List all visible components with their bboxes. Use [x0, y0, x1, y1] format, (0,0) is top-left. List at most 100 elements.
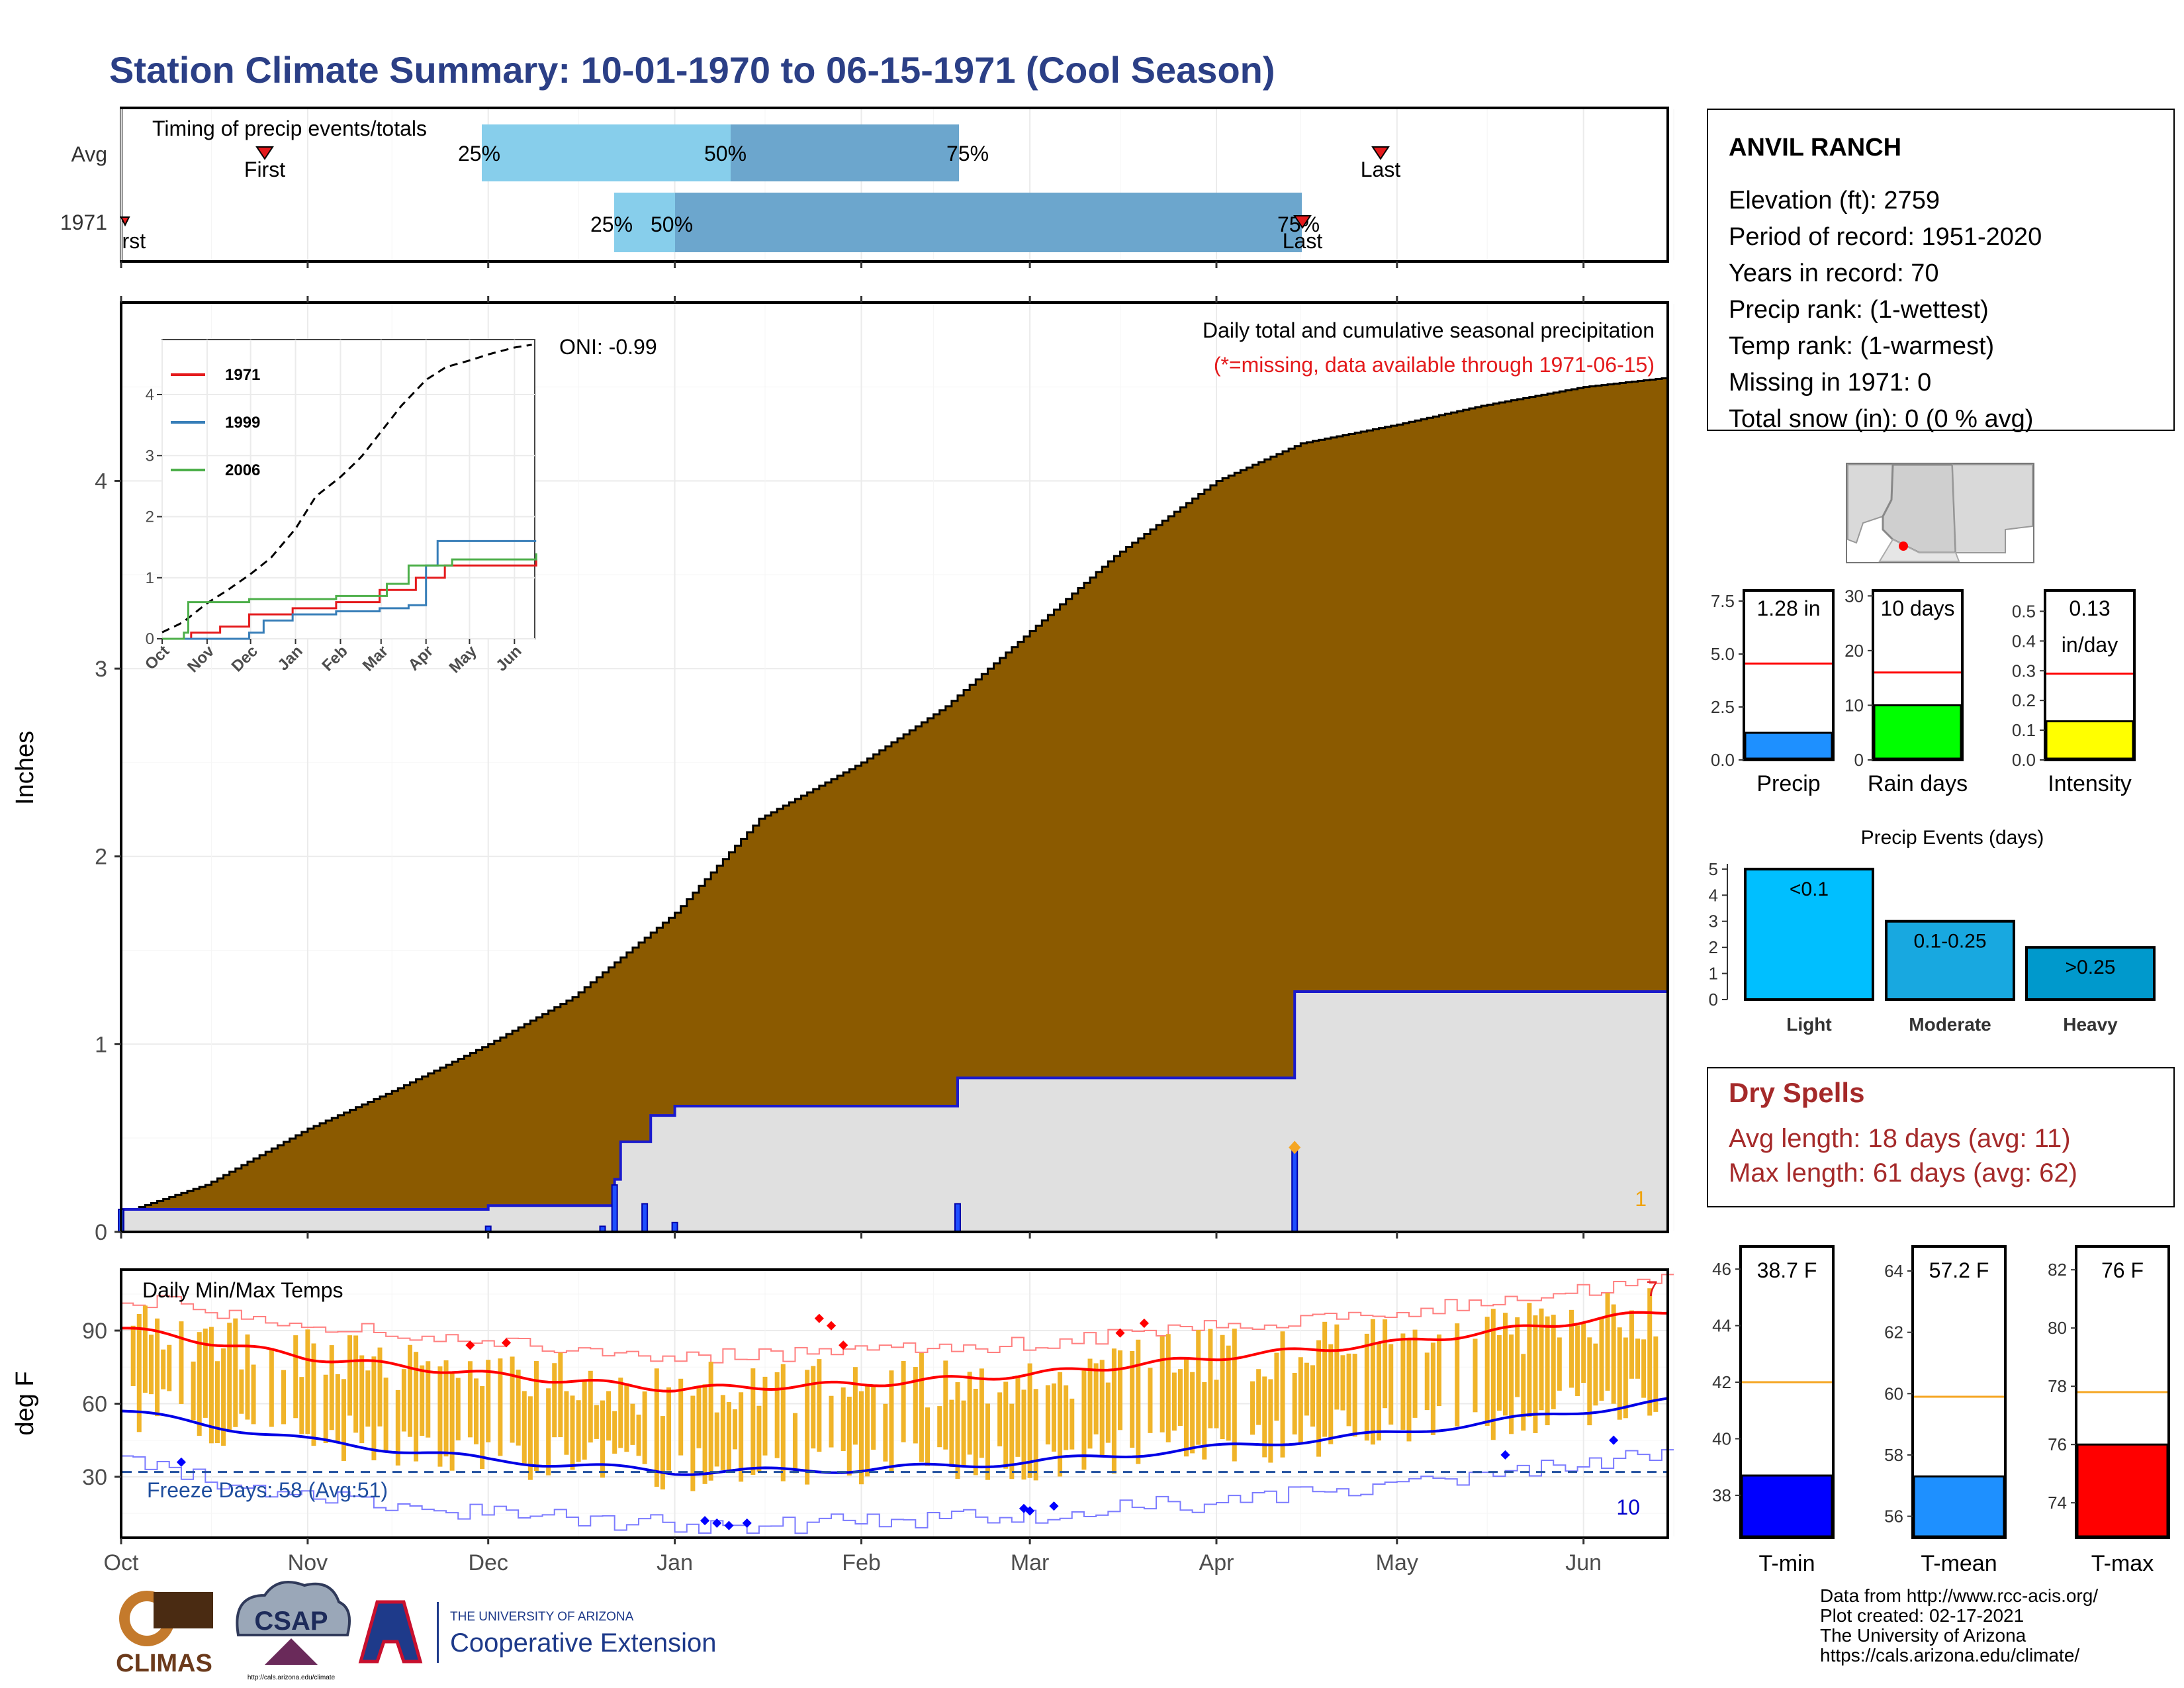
daily-temp-bar	[167, 1344, 172, 1391]
daily-temp-bar	[1629, 1310, 1634, 1379]
event-bar-label: >0.25	[2066, 957, 2116, 978]
daily-temp-bar	[1364, 1333, 1369, 1441]
precip-y-tick: 0	[95, 1220, 107, 1245]
daily-temp-bar	[527, 1396, 533, 1480]
temp-bar-value-label: 76 F	[2101, 1258, 2144, 1282]
event-bar	[2025, 946, 2156, 1001]
daily-precip-bar	[671, 1221, 678, 1233]
temp-bar-t-mean: 56 58 60 62 64 57.2 F T-mean	[1884, 1245, 2007, 1576]
daily-temp-bar	[1346, 1353, 1351, 1427]
avg-first-label: First	[244, 158, 285, 181]
temp-bar-y-tick: 80	[2048, 1318, 2067, 1338]
daily-temp-bar	[762, 1376, 768, 1456]
avg-p25-label: 25%	[458, 142, 500, 165]
event-category-label: Light	[1786, 1014, 1831, 1035]
daily-temp-bar	[449, 1372, 455, 1471]
locator-map	[1846, 463, 2034, 563]
daily-temp-bar	[1021, 1389, 1026, 1480]
daily-temp-bar	[1521, 1354, 1526, 1431]
daily-temp-bar	[1015, 1375, 1021, 1457]
avg-min-line	[120, 1397, 1668, 1476]
daily-temp-bar	[329, 1345, 334, 1430]
inset-legend-label: 2006	[225, 461, 260, 479]
daily-temp-bar	[1280, 1331, 1285, 1458]
daily-temp-bar	[1569, 1309, 1574, 1388]
temp-bar-y-tick: 44	[1712, 1316, 1731, 1336]
daily-temp-bar	[1545, 1316, 1550, 1426]
daily-temp-bar	[678, 1378, 684, 1456]
inset-series-line	[162, 553, 537, 640]
daily-temp-bar	[618, 1378, 623, 1448]
daily-temp-bar	[1551, 1315, 1556, 1409]
events-y-tick: 2	[1709, 937, 1718, 957]
daily-precip-bar	[611, 1184, 618, 1233]
daily-temp-bar	[756, 1405, 762, 1472]
year-25-50-bar	[614, 193, 675, 252]
precip-y-tick: 4	[95, 469, 107, 494]
climas-logo-text: CLIMAS	[116, 1650, 212, 1677]
temp-y-label: deg F	[11, 1371, 39, 1435]
station-missing: Missing in 1971: 0	[1729, 369, 1931, 397]
mini-y-tick: 0.3	[2012, 661, 2036, 680]
daily-temp-bar	[955, 1382, 960, 1479]
daily-temp-bar	[383, 1378, 388, 1451]
daily-temp-bar	[985, 1403, 990, 1480]
daily-temp-bar	[1148, 1368, 1153, 1433]
record-high-marker	[826, 1321, 837, 1331]
avg-p75-label: 75%	[946, 142, 989, 165]
station-location-marker	[1899, 541, 1908, 551]
temp-title: Daily Min/Max Temps	[142, 1278, 343, 1302]
daily-temp-bar	[214, 1361, 220, 1444]
station-snow: Total snow (in): 0 (0 % avg)	[1729, 405, 2033, 433]
month-tick-label: Mar	[1011, 1550, 1050, 1575]
daily-temp-bar	[901, 1361, 906, 1442]
inset-legend-label: 1971	[225, 366, 260, 384]
daily-temp-bar	[1093, 1363, 1099, 1434]
daily-temp-bar	[1557, 1337, 1562, 1391]
daily-temp-bar	[576, 1400, 581, 1462]
daily-temp-bar	[293, 1335, 298, 1419]
daily-temp-bar	[624, 1383, 629, 1452]
temp-value-bar	[1741, 1474, 1833, 1538]
events-y-tick: 0	[1709, 990, 1718, 1009]
daily-temp-bar	[606, 1391, 612, 1441]
daily-temp-bar	[1539, 1308, 1544, 1411]
daily-temp-bar	[751, 1368, 756, 1476]
timing-panel: Timing of precip events/totals Avg 1971 …	[60, 107, 1674, 268]
daily-temp-bar	[1377, 1342, 1382, 1441]
daily-temp-bar	[1581, 1323, 1586, 1383]
daily-temp-bar	[1298, 1357, 1303, 1444]
temp-bar-y-tick: 46	[1712, 1259, 1731, 1279]
mini-category-label: Intensity	[2048, 771, 2132, 796]
csap-logo-url: http://cals.arizona.edu/climate	[248, 1674, 336, 1681]
record-high-marker	[1139, 1318, 1149, 1329]
daily-temp-bar	[720, 1395, 725, 1470]
precip-missing-note: (*=missing, data available through 1971-…	[1214, 353, 1655, 377]
daily-temp-bar	[1226, 1345, 1231, 1441]
daily-temp-bar	[558, 1352, 563, 1438]
daily-temp-bar	[130, 1325, 136, 1386]
daily-temp-bar	[1274, 1352, 1279, 1421]
avg-max-line	[120, 1311, 1668, 1393]
daily-temp-bar	[1003, 1382, 1009, 1469]
daily-temp-bar	[1190, 1372, 1195, 1454]
daily-temp-bar	[474, 1378, 479, 1444]
daily-temp-bar	[203, 1329, 208, 1418]
avg-50-75-bar	[731, 124, 959, 181]
events-y-tick: 3	[1709, 912, 1718, 931]
year-p50-label: 50%	[651, 212, 693, 236]
month-tick-label: Dec	[468, 1550, 508, 1575]
daily-temp-bar	[1165, 1334, 1171, 1442]
event-bar-label: 0.1-0.25	[1913, 931, 1986, 953]
daily-temp-bar	[1322, 1321, 1328, 1437]
daily-temp-bar	[1058, 1372, 1063, 1477]
hot-days-count: 7	[1646, 1277, 1658, 1301]
mini-y-tick: 0.0	[2012, 750, 2036, 770]
daily-temp-bar	[1623, 1337, 1628, 1419]
daily-temp-bar	[1105, 1382, 1111, 1443]
record-low-line	[121, 1449, 1674, 1534]
avg-25-50-bar	[482, 124, 731, 181]
daily-temp-bar	[1496, 1335, 1502, 1411]
event-bar-label: <0.1	[1790, 878, 1829, 900]
temp-bar-y-tick: 76	[2048, 1434, 2067, 1454]
